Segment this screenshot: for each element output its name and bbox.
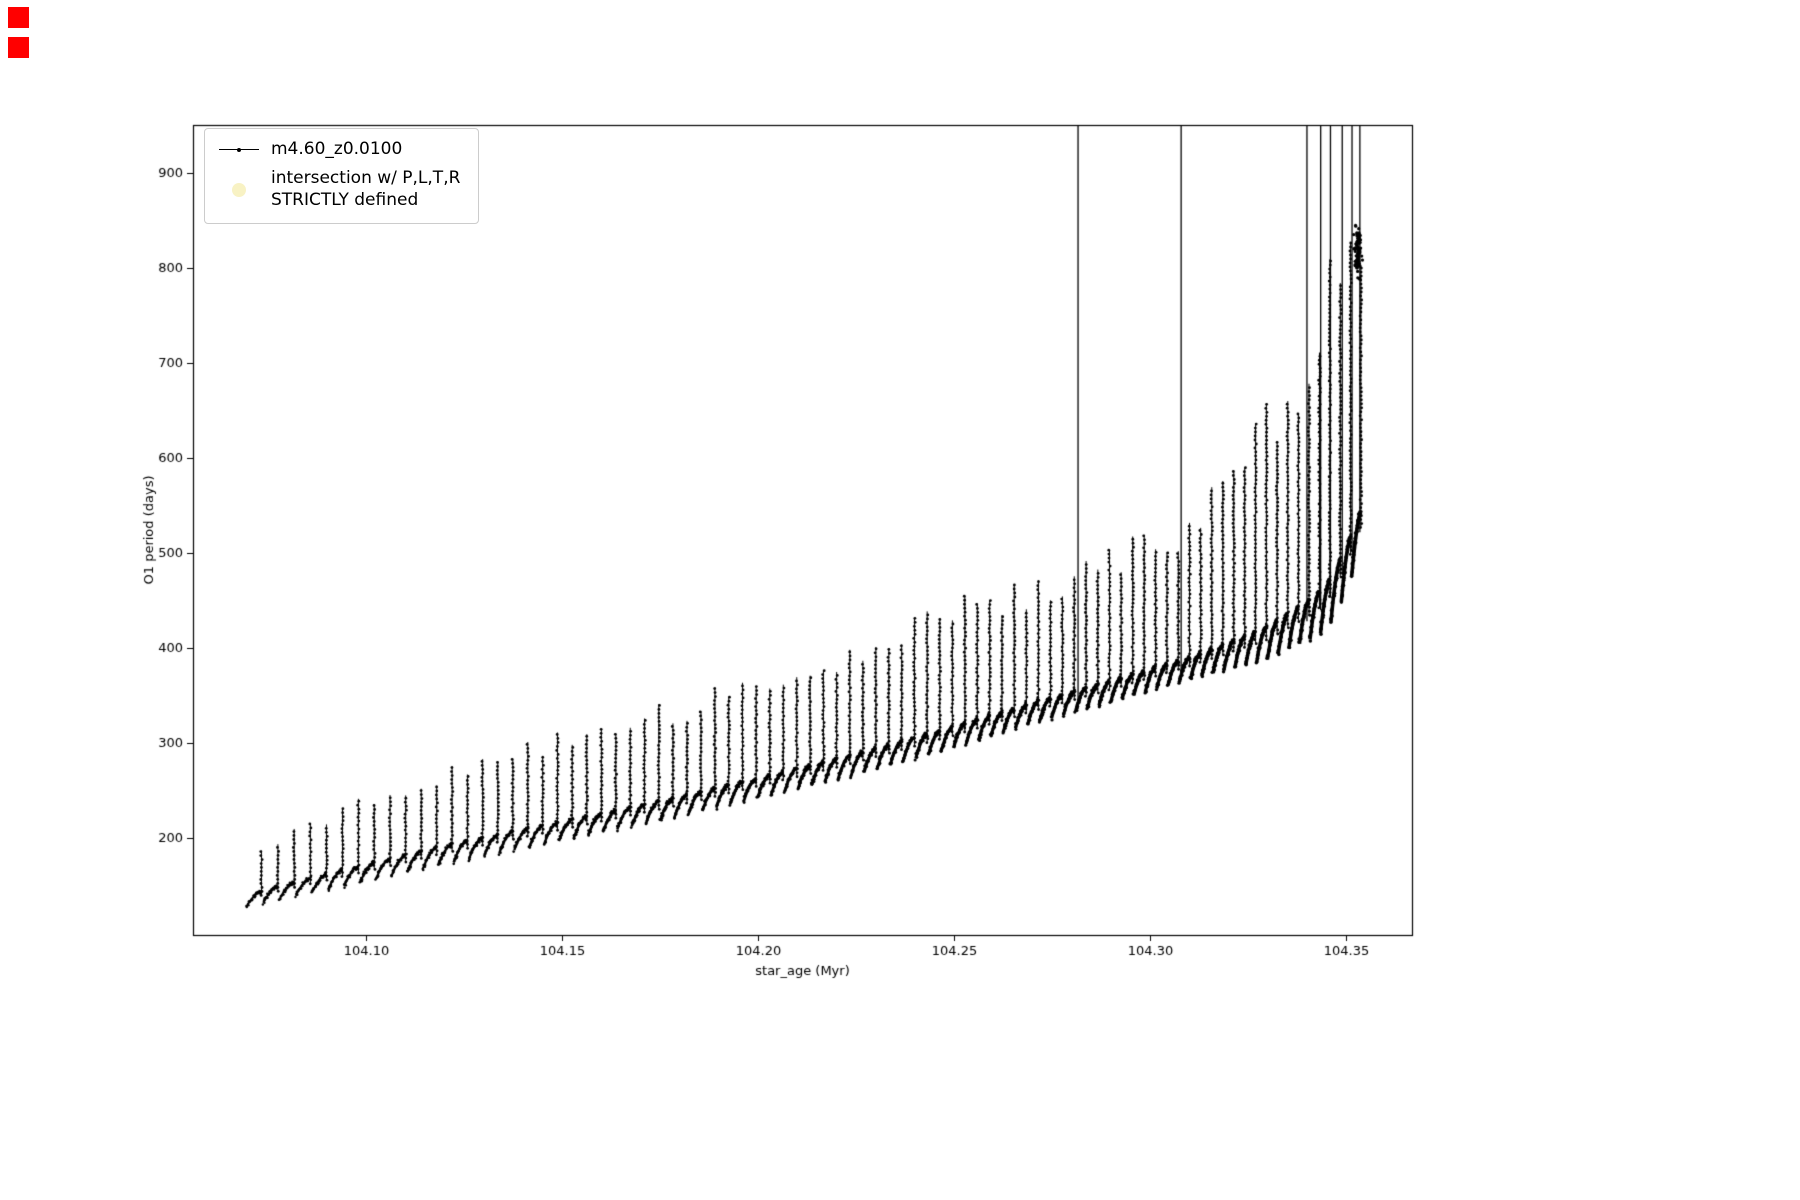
- intersection-marker-icon: [217, 182, 261, 197]
- legend-entry-series: m4.60_z0.0100: [217, 139, 460, 160]
- legend: m4.60_z0.0100 intersection w/ P,L,T,R ST…: [204, 128, 480, 224]
- legend-label-series: m4.60_z0.0100: [271, 139, 403, 159]
- recording-indicator-square-2: [8, 37, 29, 58]
- line-dot-marker-icon: [217, 148, 261, 153]
- legend-entry-intersection: intersection w/ P,L,T,R STRICTLY defined: [217, 168, 460, 211]
- legend-label-intersection: intersection w/ P,L,T,R STRICTLY defined: [271, 168, 461, 210]
- recording-indicator-square-1: [8, 7, 29, 28]
